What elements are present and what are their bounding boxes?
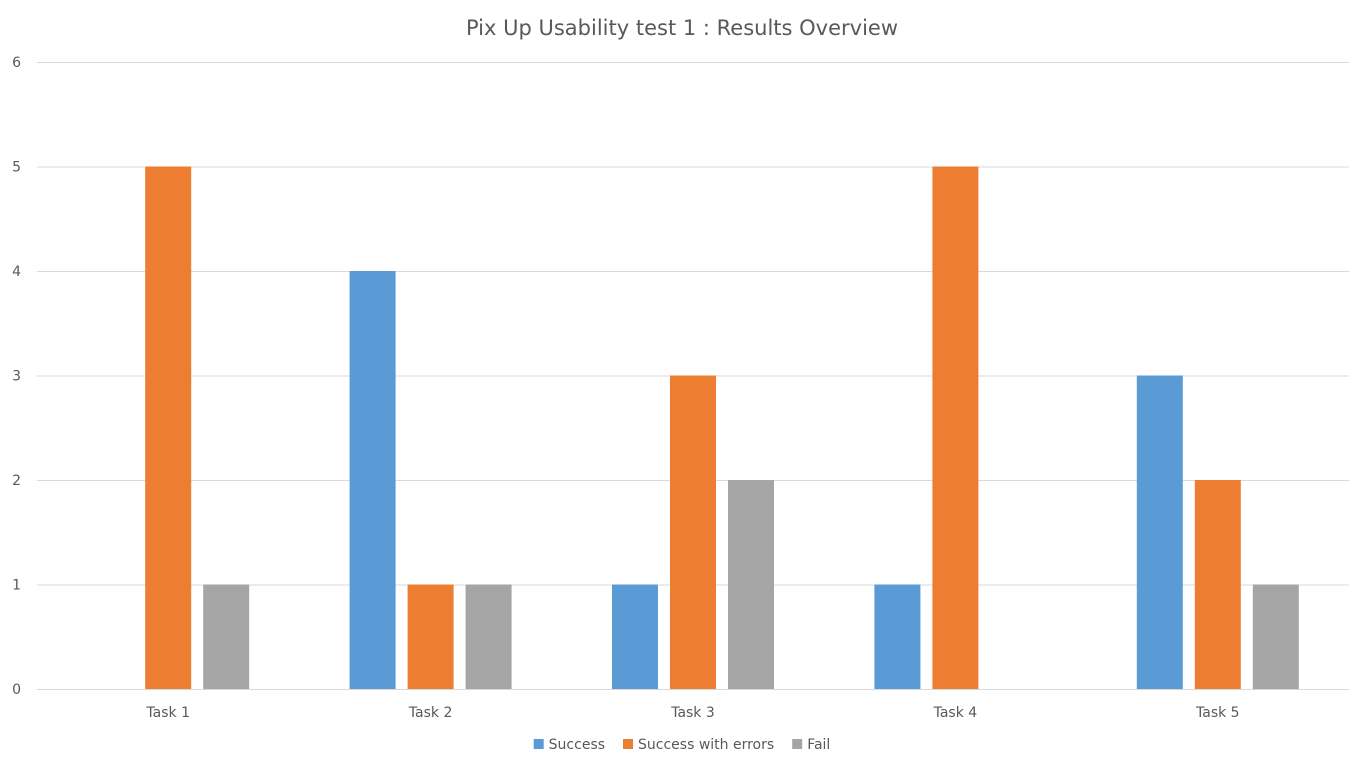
bar-success-task-4 [874,584,921,689]
y-tick-label: 3 [12,369,21,385]
x-tick-label: Task 5 [1195,705,1240,721]
y-tick-label: 0 [12,682,21,698]
bar-success-with-errors-task-5 [1194,480,1241,689]
bar-fail-task-3 [728,480,774,689]
legend-swatch [792,739,803,749]
x-axis-ticks: Task 1 Task 2 Task 3 Task 4 Task 5 [145,705,1239,721]
x-tick-label: Task 3 [670,705,715,721]
y-tick-label: 4 [12,264,21,280]
bar-success-task-5 [1136,375,1183,689]
bar-fail-task-1 [203,584,250,689]
bar-success-task-3 [612,584,658,689]
y-tick-label: 2 [12,473,21,489]
x-tick-label: Task 1 [145,705,190,721]
x-tick-label: Task 4 [933,705,978,721]
bar-success-with-errors-task-4 [932,166,979,689]
legend-label: Success with errors [638,737,774,753]
bar-success-with-errors-task-1 [145,166,192,689]
x-tick-label: Task 2 [408,705,453,721]
legend-item-success: Success [533,737,605,753]
y-tick-label: 5 [12,160,21,176]
legend-label: Fail [807,737,830,753]
chart-title: Pix Up Usability test 1 : Results Overvi… [466,16,898,40]
legend-swatch [623,739,634,749]
legend: Success Success with errors Fail [533,737,830,753]
bar-success-with-errors-task-3 [670,375,716,689]
y-tick-label: 6 [12,55,21,71]
legend-label: Success [549,737,605,753]
bars [145,166,1299,689]
y-tick-label: 1 [12,578,21,594]
bar-fail-task-5 [1252,584,1299,689]
legend-item-success-with-errors: Success with errors [623,737,774,753]
legend-swatch [533,739,544,749]
y-axis-ticks: 0 1 2 3 4 5 6 [12,55,21,698]
bar-success-with-errors-task-2 [407,584,454,689]
bar-success-task-2 [349,271,396,689]
legend-item-fail: Fail [792,737,830,753]
bar-fail-task-2 [465,584,512,689]
